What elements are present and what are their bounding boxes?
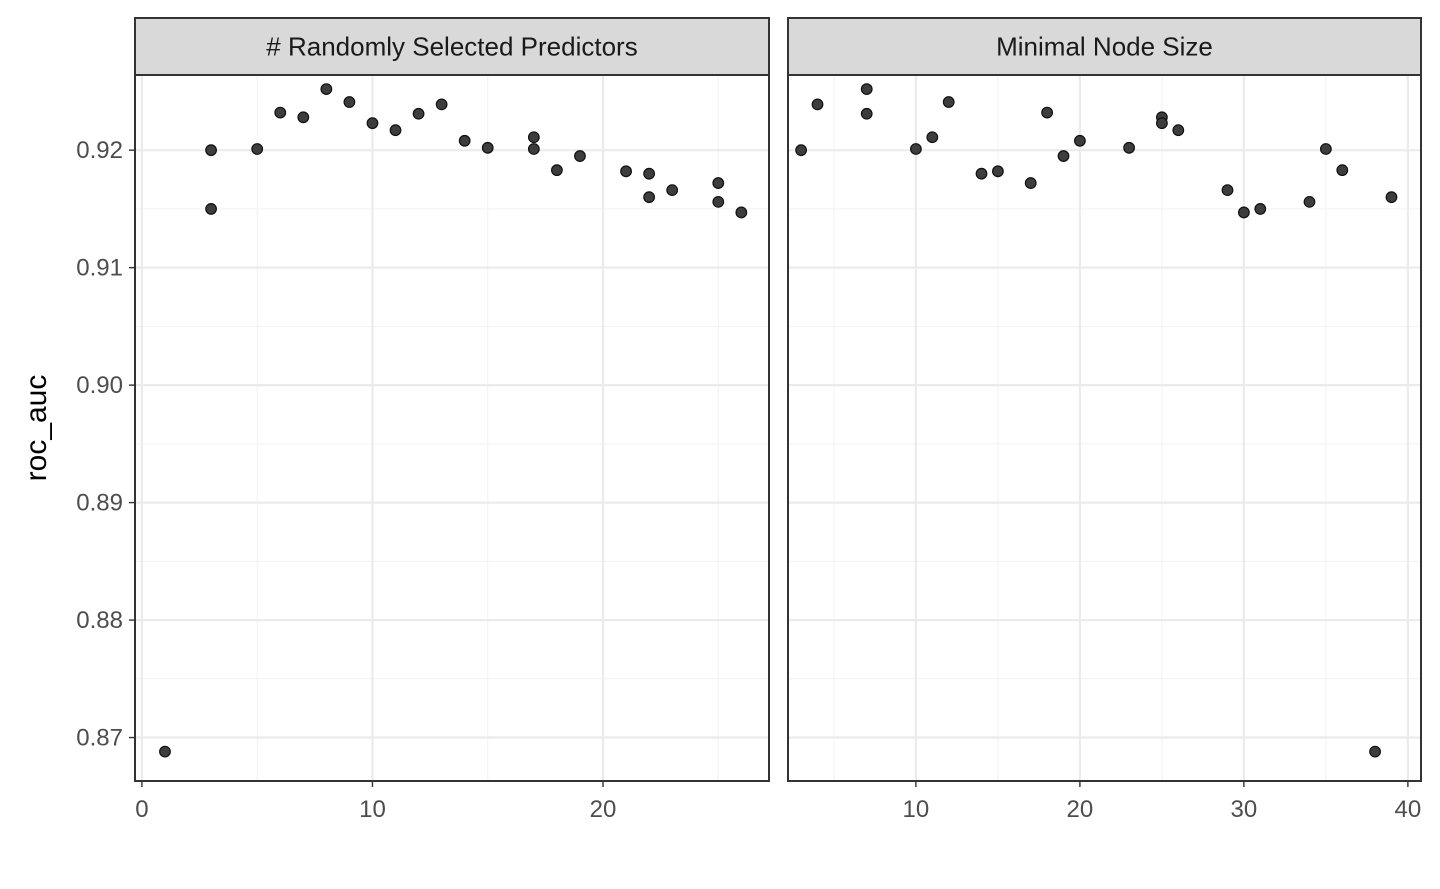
data-point bbox=[910, 143, 922, 155]
data-point bbox=[412, 107, 425, 120]
y-tick-label: 0.90 bbox=[76, 372, 123, 399]
y-tick-label: 0.89 bbox=[76, 490, 123, 517]
data-point bbox=[320, 83, 333, 95]
data-point bbox=[205, 203, 217, 215]
data-point bbox=[666, 184, 679, 197]
data-point bbox=[712, 177, 725, 189]
facet-strip bbox=[787, 17, 1422, 76]
data-point bbox=[1336, 164, 1349, 177]
panel-points bbox=[159, 83, 748, 758]
data-point bbox=[735, 206, 748, 219]
data-point bbox=[574, 150, 586, 162]
data-point bbox=[527, 143, 540, 155]
panel-grid bbox=[135, 75, 769, 781]
data-point bbox=[297, 111, 310, 124]
data-point bbox=[975, 167, 988, 180]
x-tick-label: 0 bbox=[135, 796, 148, 823]
x-tick-label: 20 bbox=[590, 796, 617, 823]
data-point bbox=[620, 165, 632, 178]
data-point bbox=[643, 167, 656, 180]
data-point bbox=[159, 745, 171, 758]
facet-strip-label: Minimal Node Size bbox=[996, 32, 1213, 62]
data-point bbox=[643, 191, 656, 204]
data-point bbox=[435, 98, 448, 111]
data-point bbox=[1385, 191, 1398, 204]
data-point bbox=[992, 165, 1004, 178]
y-axis: 0.87 0.88 0.89 0.90 0.91 0.92 bbox=[76, 137, 135, 752]
y-tick-label: 0.87 bbox=[76, 725, 123, 752]
data-point bbox=[1024, 177, 1037, 189]
data-point bbox=[1319, 143, 1332, 155]
y-tick-label: 0.92 bbox=[76, 137, 123, 164]
panel-background bbox=[135, 75, 769, 781]
data-point bbox=[1369, 745, 1381, 758]
data-point bbox=[1303, 195, 1316, 208]
x-axis: 0 10 20 bbox=[135, 781, 616, 823]
data-point bbox=[795, 144, 808, 157]
data-point bbox=[1221, 184, 1234, 197]
data-point bbox=[1237, 206, 1250, 219]
data-point bbox=[527, 131, 540, 144]
x-tick-label: 40 bbox=[1395, 796, 1422, 823]
data-point bbox=[1155, 117, 1168, 130]
panel-minimal-node-size: Minimal Node Size 10 20 30 40 bbox=[787, 17, 1422, 823]
data-point bbox=[343, 96, 356, 108]
x-tick-label: 10 bbox=[903, 796, 930, 823]
x-tick-label: 10 bbox=[359, 796, 386, 823]
data-point bbox=[1172, 124, 1185, 137]
data-point bbox=[1123, 141, 1135, 154]
panel-randomly-selected-predictors: # Randomly Selected Predictors 0 10 20 bbox=[134, 17, 770, 823]
data-point bbox=[251, 143, 264, 155]
data-point bbox=[926, 131, 939, 144]
data-point bbox=[389, 124, 402, 137]
data-point bbox=[205, 144, 217, 157]
data-point bbox=[481, 141, 494, 154]
data-point bbox=[274, 106, 287, 119]
data-point bbox=[550, 164, 563, 177]
data-point bbox=[860, 107, 873, 120]
facet-strip bbox=[134, 17, 770, 76]
panel-background bbox=[788, 75, 1421, 781]
data-point bbox=[366, 117, 379, 130]
panel-grid bbox=[788, 75, 1421, 781]
facet-strip-label: # Randomly Selected Predictors bbox=[266, 32, 637, 62]
data-point bbox=[942, 96, 955, 108]
data-point bbox=[1074, 134, 1086, 147]
x-axis: 10 20 30 40 bbox=[903, 781, 1422, 823]
y-axis-title: roc_auc bbox=[20, 375, 53, 482]
x-tick-label: 20 bbox=[1067, 796, 1094, 823]
y-tick-label: 0.91 bbox=[76, 255, 123, 282]
data-point bbox=[712, 195, 725, 208]
panel-points bbox=[795, 83, 1398, 758]
data-point bbox=[811, 98, 824, 111]
data-point bbox=[860, 83, 873, 95]
data-point bbox=[458, 134, 471, 147]
data-point bbox=[1041, 106, 1054, 119]
y-tick-label: 0.88 bbox=[76, 607, 123, 634]
x-tick-label: 30 bbox=[1231, 796, 1258, 823]
data-point bbox=[1057, 150, 1070, 162]
data-point bbox=[1254, 203, 1267, 215]
